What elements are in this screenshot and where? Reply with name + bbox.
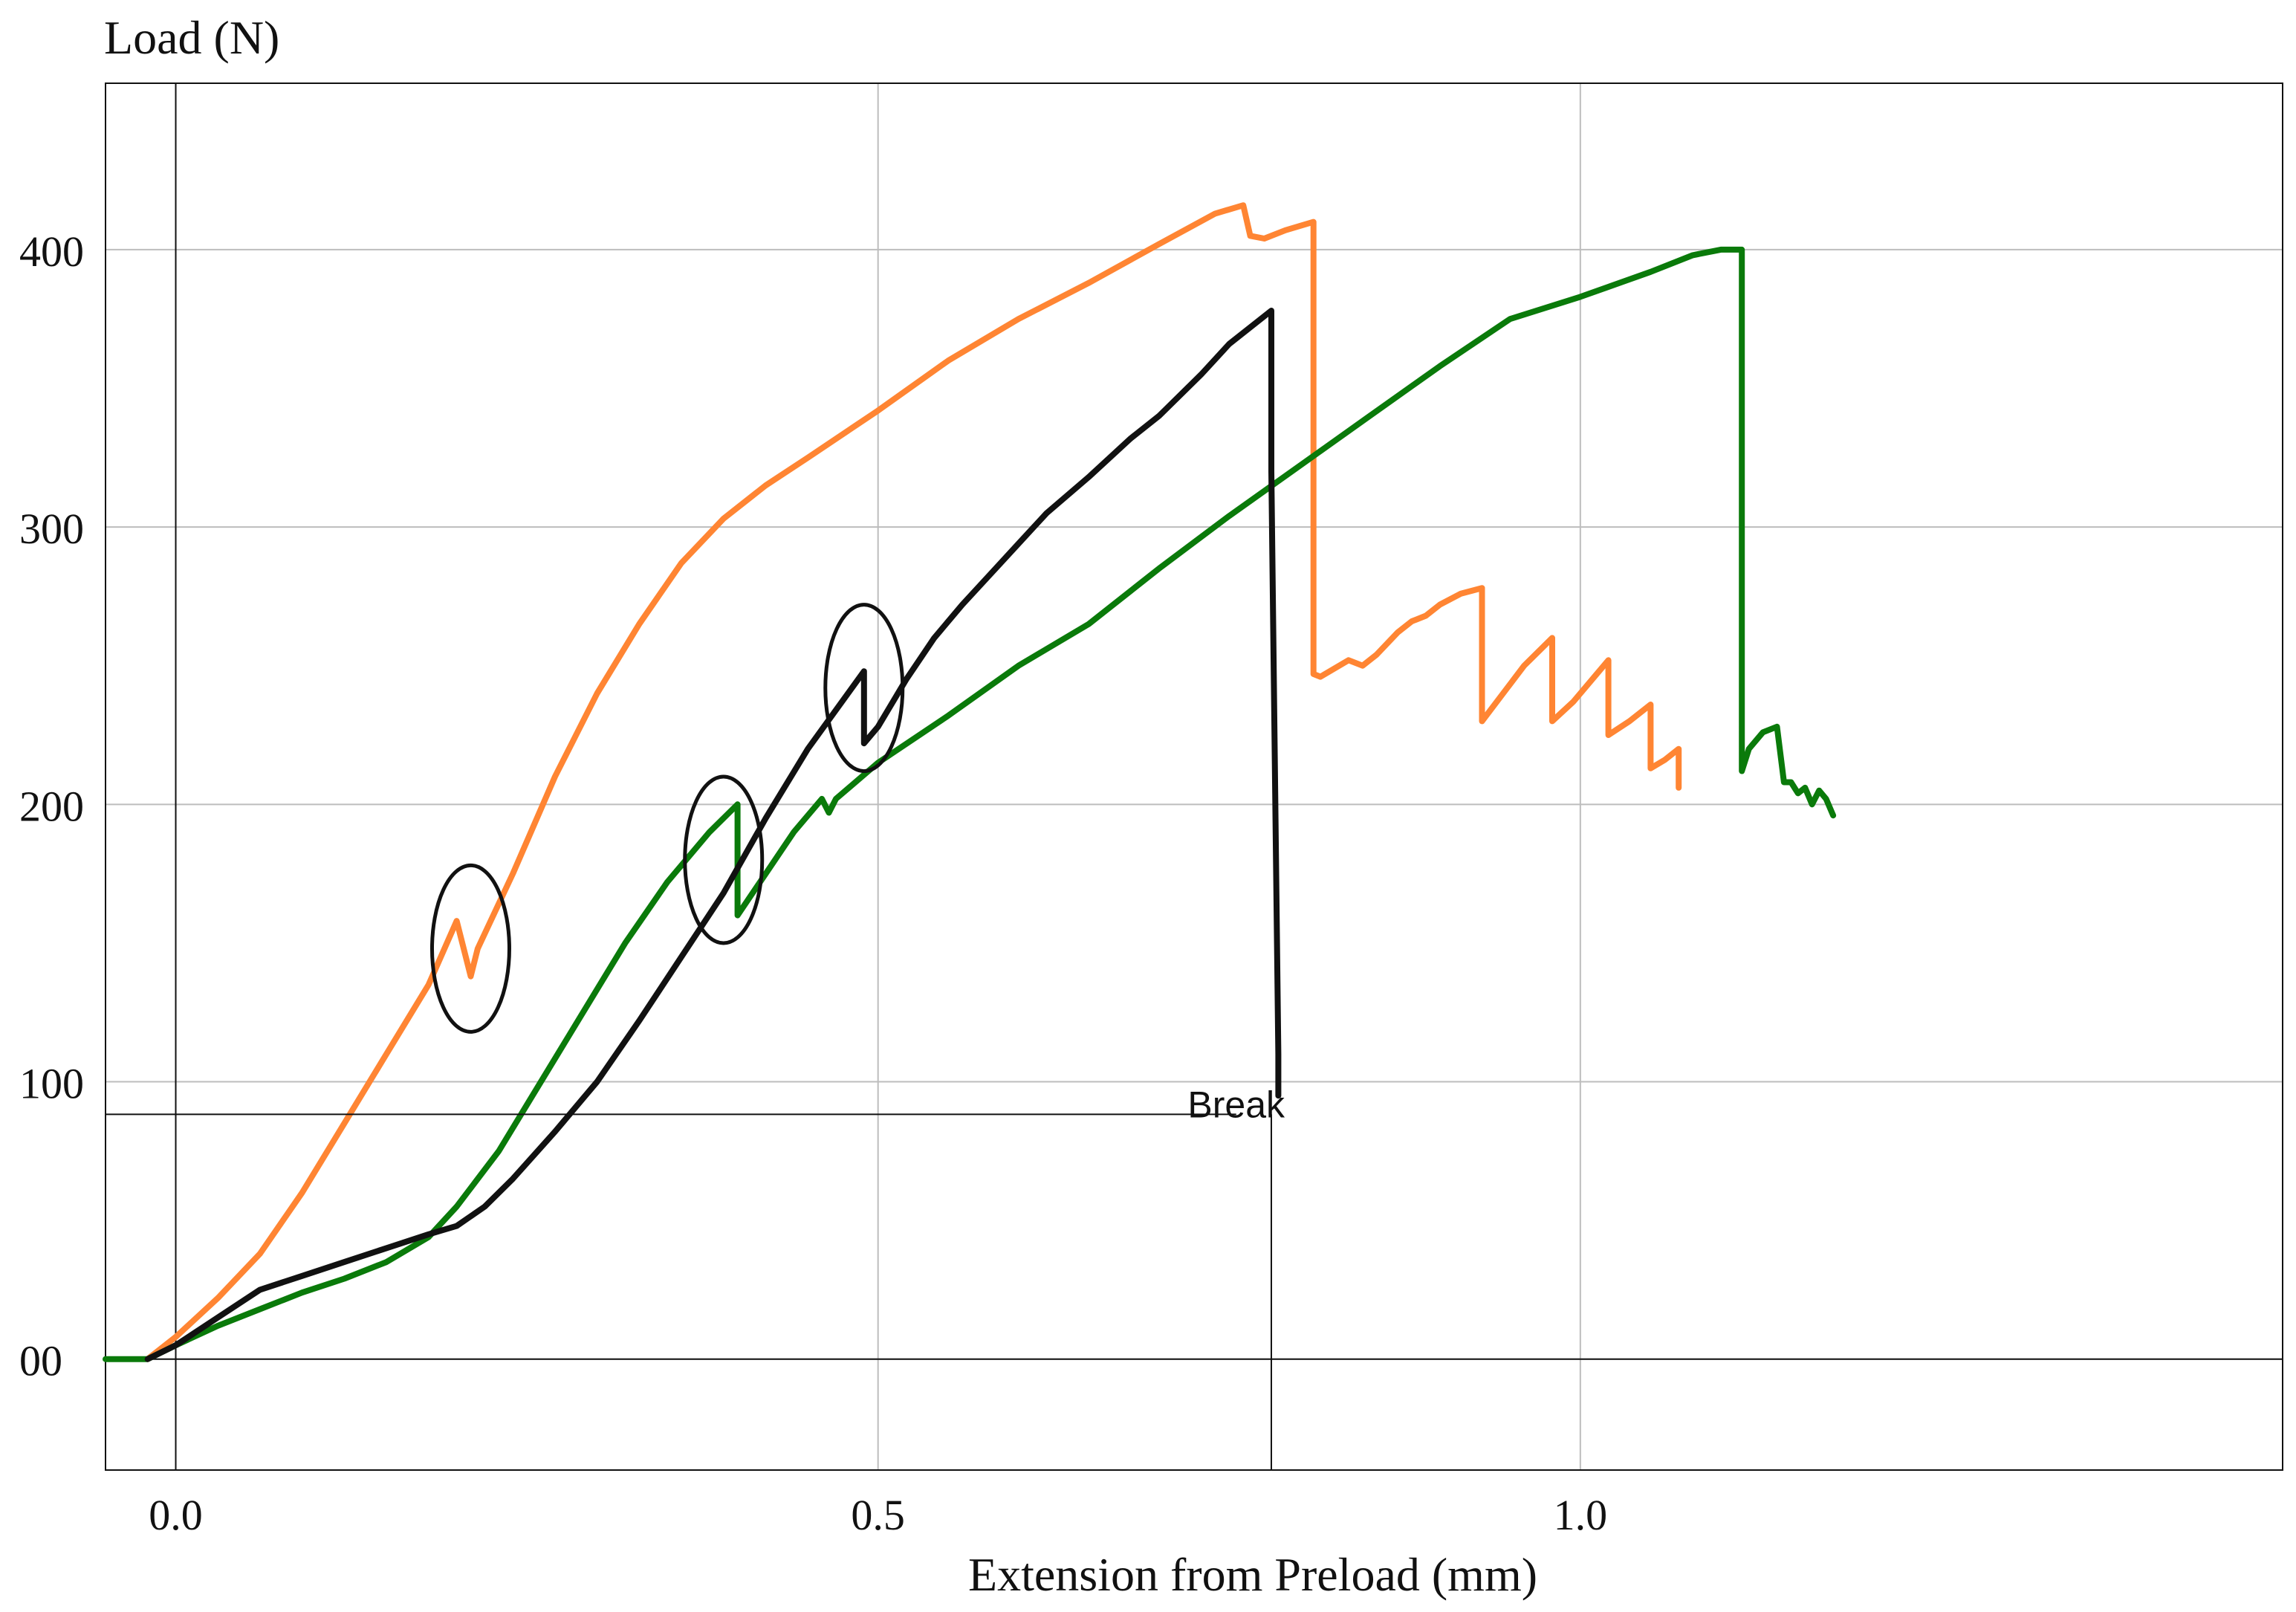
series-line-3	[144, 308, 1282, 1362]
x-axis-label: Extension from Preload (mm)	[968, 1548, 1537, 1601]
tick-labels: 0.0 0.5 1.0 00 100 200 300 400	[19, 227, 1607, 1539]
circled-region-2	[683, 774, 765, 945]
y-tick-label: 00	[19, 1337, 62, 1385]
y-tick-label: 300	[19, 505, 84, 553]
y-axis-label: Load (N)	[104, 11, 279, 64]
circled-region-3	[823, 603, 905, 774]
x-tick-label: 1.0	[1554, 1491, 1608, 1539]
plot-frame	[105, 82, 2283, 1471]
x-tick-label: 0.5	[851, 1491, 905, 1539]
annotations: Break	[106, 1084, 1285, 1470]
series-line-1	[144, 202, 1682, 1362]
circled-region-1	[429, 863, 511, 1034]
data-series	[103, 202, 1837, 1362]
y-tick-label: 200	[19, 782, 84, 830]
x-tick-label: 0.0	[149, 1491, 203, 1539]
axes	[106, 83, 2283, 1470]
y-tick-label: 400	[19, 227, 84, 276]
y-tick-label: 100	[19, 1060, 84, 1108]
circled-regions	[429, 603, 905, 1034]
break-annotation: Break	[1187, 1084, 1285, 1125]
